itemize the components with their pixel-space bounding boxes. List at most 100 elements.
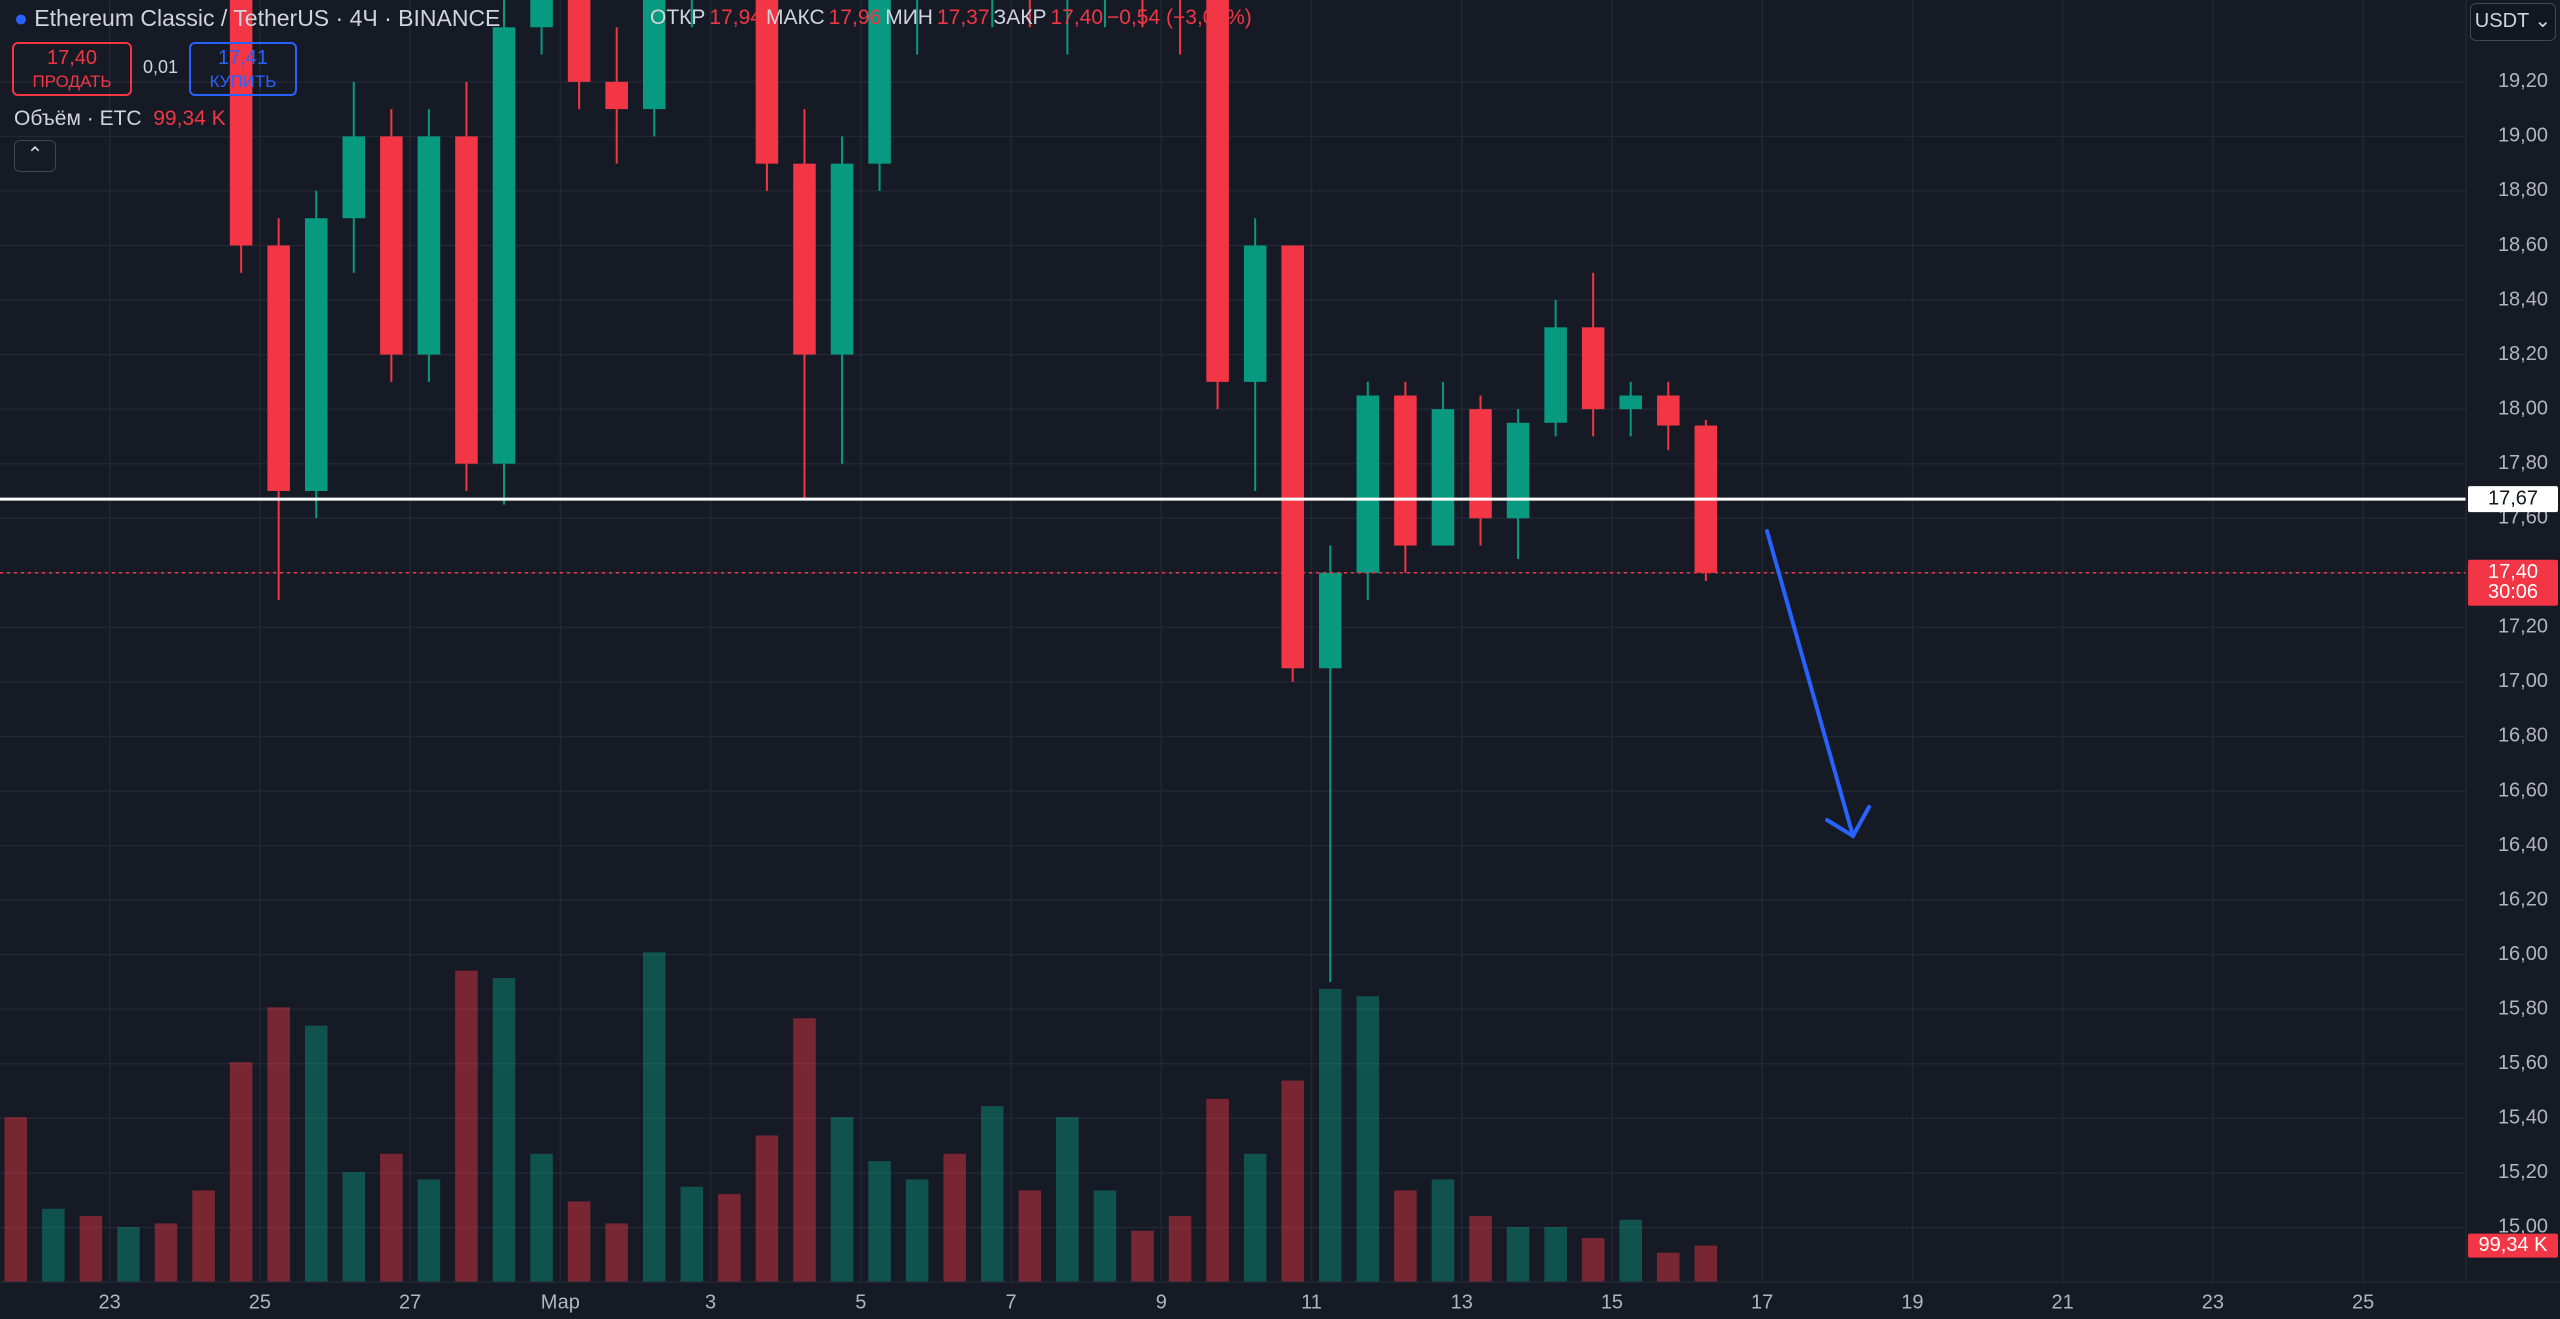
y-tick-label: 18,40 <box>2498 288 2548 310</box>
price-label: 17,67 <box>2488 487 2538 509</box>
volume-bar <box>154 1223 178 1282</box>
x-tick-label: 25 <box>249 1291 271 1313</box>
y-tick-label: 15,80 <box>2498 998 2548 1020</box>
y-tick-label: 19,00 <box>2498 125 2548 147</box>
trend-arrow <box>1765 529 1871 839</box>
y-tick-label: 16,60 <box>2498 779 2548 801</box>
currency-button[interactable]: USDT ⌄ <box>2470 3 2556 41</box>
candle-body <box>1581 327 1605 410</box>
volume-bar <box>4 1117 28 1282</box>
volume-bar <box>567 1201 591 1282</box>
volume-bar <box>1657 1252 1680 1282</box>
volume-bar <box>1319 988 1342 1282</box>
y-tick-label: 17,20 <box>2498 616 2548 638</box>
volume-bar <box>680 1186 704 1282</box>
symbol: Ethereum Classic / TetherUS · 4Ч · BINAN… <box>34 5 501 31</box>
ohlc-legend: ОТКР 17,94 МАКС 17,96 МИН 17,37 ЗАКР 17,40 −0,54… <box>650 6 1256 30</box>
buy-button[interactable]: 17,41 КУПИТЬ <box>189 42 297 96</box>
collapse-button[interactable]: ⌃ <box>14 140 56 172</box>
candle-body <box>530 0 553 28</box>
volume-bar <box>1281 1080 1304 1282</box>
candle-body <box>1243 245 1267 382</box>
y-tick-label: 18,00 <box>2498 397 2548 419</box>
volume-bar <box>1581 1238 1605 1282</box>
candle-body <box>868 0 891 164</box>
volume-bar <box>417 1179 441 1282</box>
volume-bar <box>905 1179 929 1282</box>
x-tick-label: 7 <box>1005 1291 1016 1313</box>
y-tick-label: 16,80 <box>2498 725 2548 747</box>
spread: 0,01 <box>143 57 179 77</box>
candle-body <box>1206 0 1229 382</box>
candle-body <box>793 163 816 355</box>
currency: USDT <box>2474 10 2529 32</box>
volume-bar <box>79 1216 103 1282</box>
volume-label-box <box>2468 1233 2558 1258</box>
x-tick-label: 17 <box>1751 1291 1773 1313</box>
volume-bar <box>1243 1153 1267 1282</box>
volume-bar <box>1356 996 1380 1282</box>
candle-body <box>267 245 290 491</box>
y-tick-label: 19,20 <box>2498 70 2548 92</box>
ohlc-value: 17,37 <box>936 6 990 29</box>
x-tick-label: 9 <box>1156 1291 1167 1313</box>
ohlc-value: 17,40 <box>1050 6 1104 29</box>
ohlc-value: 17,94 <box>709 6 762 29</box>
y-tick-label: 16,20 <box>2498 888 2548 910</box>
candle-body <box>1657 395 1680 426</box>
candle-body <box>605 81 628 110</box>
volume-bar <box>1394 1190 1417 1282</box>
volume-bar <box>1469 1216 1492 1282</box>
volume-bar <box>492 977 516 1282</box>
volume-bar <box>1168 1216 1192 1282</box>
volume-bar <box>1093 1190 1117 1282</box>
ohlc-label: ЗАКР <box>993 6 1047 29</box>
volume-bar <box>793 1018 816 1282</box>
volume-bar <box>455 970 478 1282</box>
y-tick-label: 17,80 <box>2498 452 2548 474</box>
volume-bar <box>117 1227 140 1282</box>
candle-body <box>229 0 253 246</box>
y-tick-label: 18,80 <box>2498 179 2548 201</box>
volume-bar <box>380 1153 403 1282</box>
sell-button[interactable]: 17,40 ПРОДАТЬ <box>12 42 132 96</box>
volume-bar <box>830 1117 854 1282</box>
candle-body <box>492 27 516 464</box>
y-tick-label: 18,20 <box>2498 343 2548 365</box>
candle-body <box>455 136 478 464</box>
price-label-box <box>2468 559 2558 606</box>
sell-price: 17,40 <box>46 47 98 69</box>
candle-body <box>1619 395 1642 410</box>
x-tick-label: 21 <box>2052 1291 2074 1313</box>
volume-bar <box>1694 1245 1718 1282</box>
x-tick-label: 23 <box>99 1291 121 1313</box>
x-tick-label: 27 <box>399 1291 421 1313</box>
buy-label: КУПИТЬ <box>209 72 277 91</box>
y-tick-label: 15,00 <box>2498 1216 2548 1238</box>
price-label-box <box>2468 486 2558 513</box>
ohlc-label: МАКС <box>765 6 825 29</box>
y-tick-label: 15,40 <box>2498 1107 2548 1129</box>
volume-bar <box>42 1208 65 1282</box>
y-tick-label: 15,60 <box>2498 1052 2548 1074</box>
candle-body <box>830 163 854 355</box>
candle-body <box>417 136 441 355</box>
candle-body <box>1469 409 1492 519</box>
candle-body <box>1544 327 1567 423</box>
volume-bar <box>1544 1227 1567 1282</box>
volume-bar <box>943 1153 966 1282</box>
ohlc-label: МИН <box>885 6 933 29</box>
price-label: 17,40 <box>2488 561 2538 583</box>
volume-bar <box>1131 1230 1154 1282</box>
volume-bar <box>1018 1190 1042 1282</box>
candle-body <box>1356 395 1380 573</box>
candle-body <box>1394 395 1417 546</box>
candle-body <box>755 0 779 164</box>
x-tick-label: Мар <box>541 1291 580 1313</box>
x-tick-label: 19 <box>1901 1291 1923 1313</box>
countdown-label: 30:06 <box>2488 581 2538 603</box>
candle-body <box>1281 245 1304 669</box>
volume-bar <box>229 1062 253 1282</box>
symbol-title: ● Ethereum Classic / TetherUS · 4Ч · BIN… <box>14 5 501 31</box>
